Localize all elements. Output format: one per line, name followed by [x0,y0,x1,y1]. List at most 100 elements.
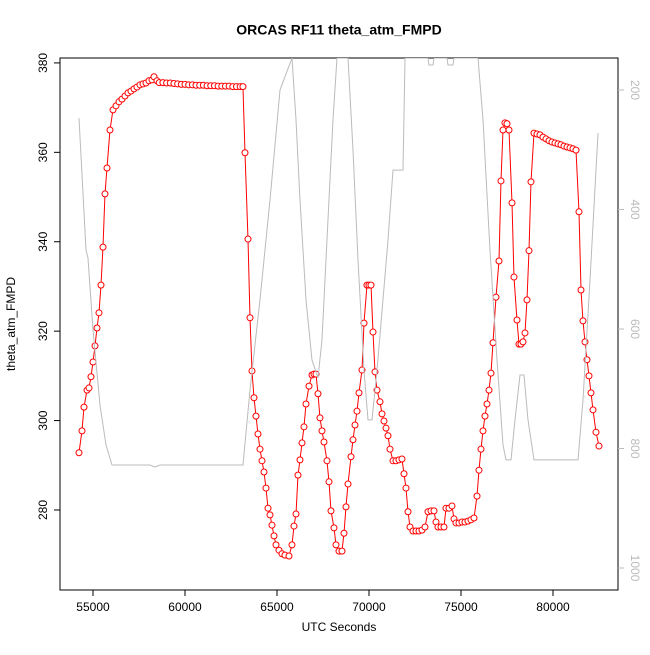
point-marker [384,432,392,440]
point-marker [521,329,529,337]
point-marker [268,521,276,529]
point-marker [99,243,107,251]
point-marker [97,281,105,289]
point-marker [101,190,109,198]
point-marker [489,339,497,347]
point-marker [492,293,500,301]
x-tick-label: 75000 [444,600,478,614]
point-marker [332,541,340,549]
chart-title: ORCAS RF11 theta_atm_FMPD [236,22,441,38]
point-marker [338,547,346,555]
x-tick-label: 55000 [76,600,110,614]
point-marker [342,503,350,511]
point-marker [380,417,388,425]
y2-tick-label: 200 [628,80,642,100]
point-marker [93,324,101,332]
y-tick-label: 360 [36,142,50,162]
point-marker [85,384,93,392]
x-tick-label: 60000 [168,600,202,614]
point-marker [288,541,296,549]
point-marker [430,507,438,515]
point-marker [292,510,300,518]
point-marker [572,146,580,154]
point-marker [78,427,86,435]
point-marker [318,427,326,435]
point-marker [266,511,274,519]
point-marker [485,386,493,394]
point-marker [302,400,310,408]
y2-tick-label: 600 [628,319,642,339]
point-marker [330,524,338,532]
point-marker [106,126,114,134]
point-marker [577,286,585,294]
point-marker [300,423,308,431]
point-marker [344,480,352,488]
y-tick-label: 300 [36,410,50,430]
point-marker [351,421,359,429]
point-marker [244,235,252,243]
y-axis-label: theta_atm_FMPD [4,277,18,371]
y-tick-label: 320 [36,321,50,341]
point-marker [305,382,313,390]
point-marker [404,508,412,516]
point-marker [421,523,429,531]
point-marker [285,552,293,560]
point-marker [579,317,587,325]
point-marker [252,412,260,420]
point-marker [103,164,111,172]
point-marker [581,338,589,346]
point-marker [473,492,481,500]
point-marker [400,470,408,478]
point-marker [349,436,357,444]
point-marker [513,316,521,324]
point-marker [479,427,487,435]
point-marker [575,208,583,216]
point-marker [510,273,518,281]
point-marker [270,532,278,540]
point-marker [89,358,97,366]
point-marker [367,281,375,289]
point-marker [95,309,103,317]
point-marker [398,455,406,463]
x-tick-label: 70000 [352,600,386,614]
point-marker [497,177,505,185]
point-marker [386,445,394,453]
point-marker [250,394,258,402]
plot-area [75,58,603,560]
point-marker [241,149,249,157]
point-marker [499,126,507,134]
point-marker [376,398,384,406]
point-marker [75,449,83,457]
point-marker [353,407,361,415]
point-marker [296,456,304,464]
point-marker [523,296,531,304]
point-marker [378,410,386,418]
point-marker [519,338,527,346]
point-marker [246,314,254,322]
y-tick-label: 340 [36,231,50,251]
y2-tick-label: 800 [628,439,642,459]
point-marker [477,445,485,453]
point-marker [448,502,456,510]
point-marker [87,373,95,381]
y2-tick-label: 400 [628,200,642,220]
point-marker [481,412,489,420]
point-marker [369,328,377,336]
point-marker [475,466,483,474]
point-marker [272,541,280,549]
point-marker [487,369,495,377]
point-marker [258,457,266,465]
point-marker [256,445,264,453]
x-tick-label: 80000 [536,600,570,614]
point-marker [508,199,516,207]
point-marker [587,389,595,397]
point-marker [320,438,328,446]
series-line [78,58,599,468]
point-marker [327,507,335,515]
point-marker [314,390,322,398]
point-marker [355,389,363,397]
point-marker [239,83,247,91]
